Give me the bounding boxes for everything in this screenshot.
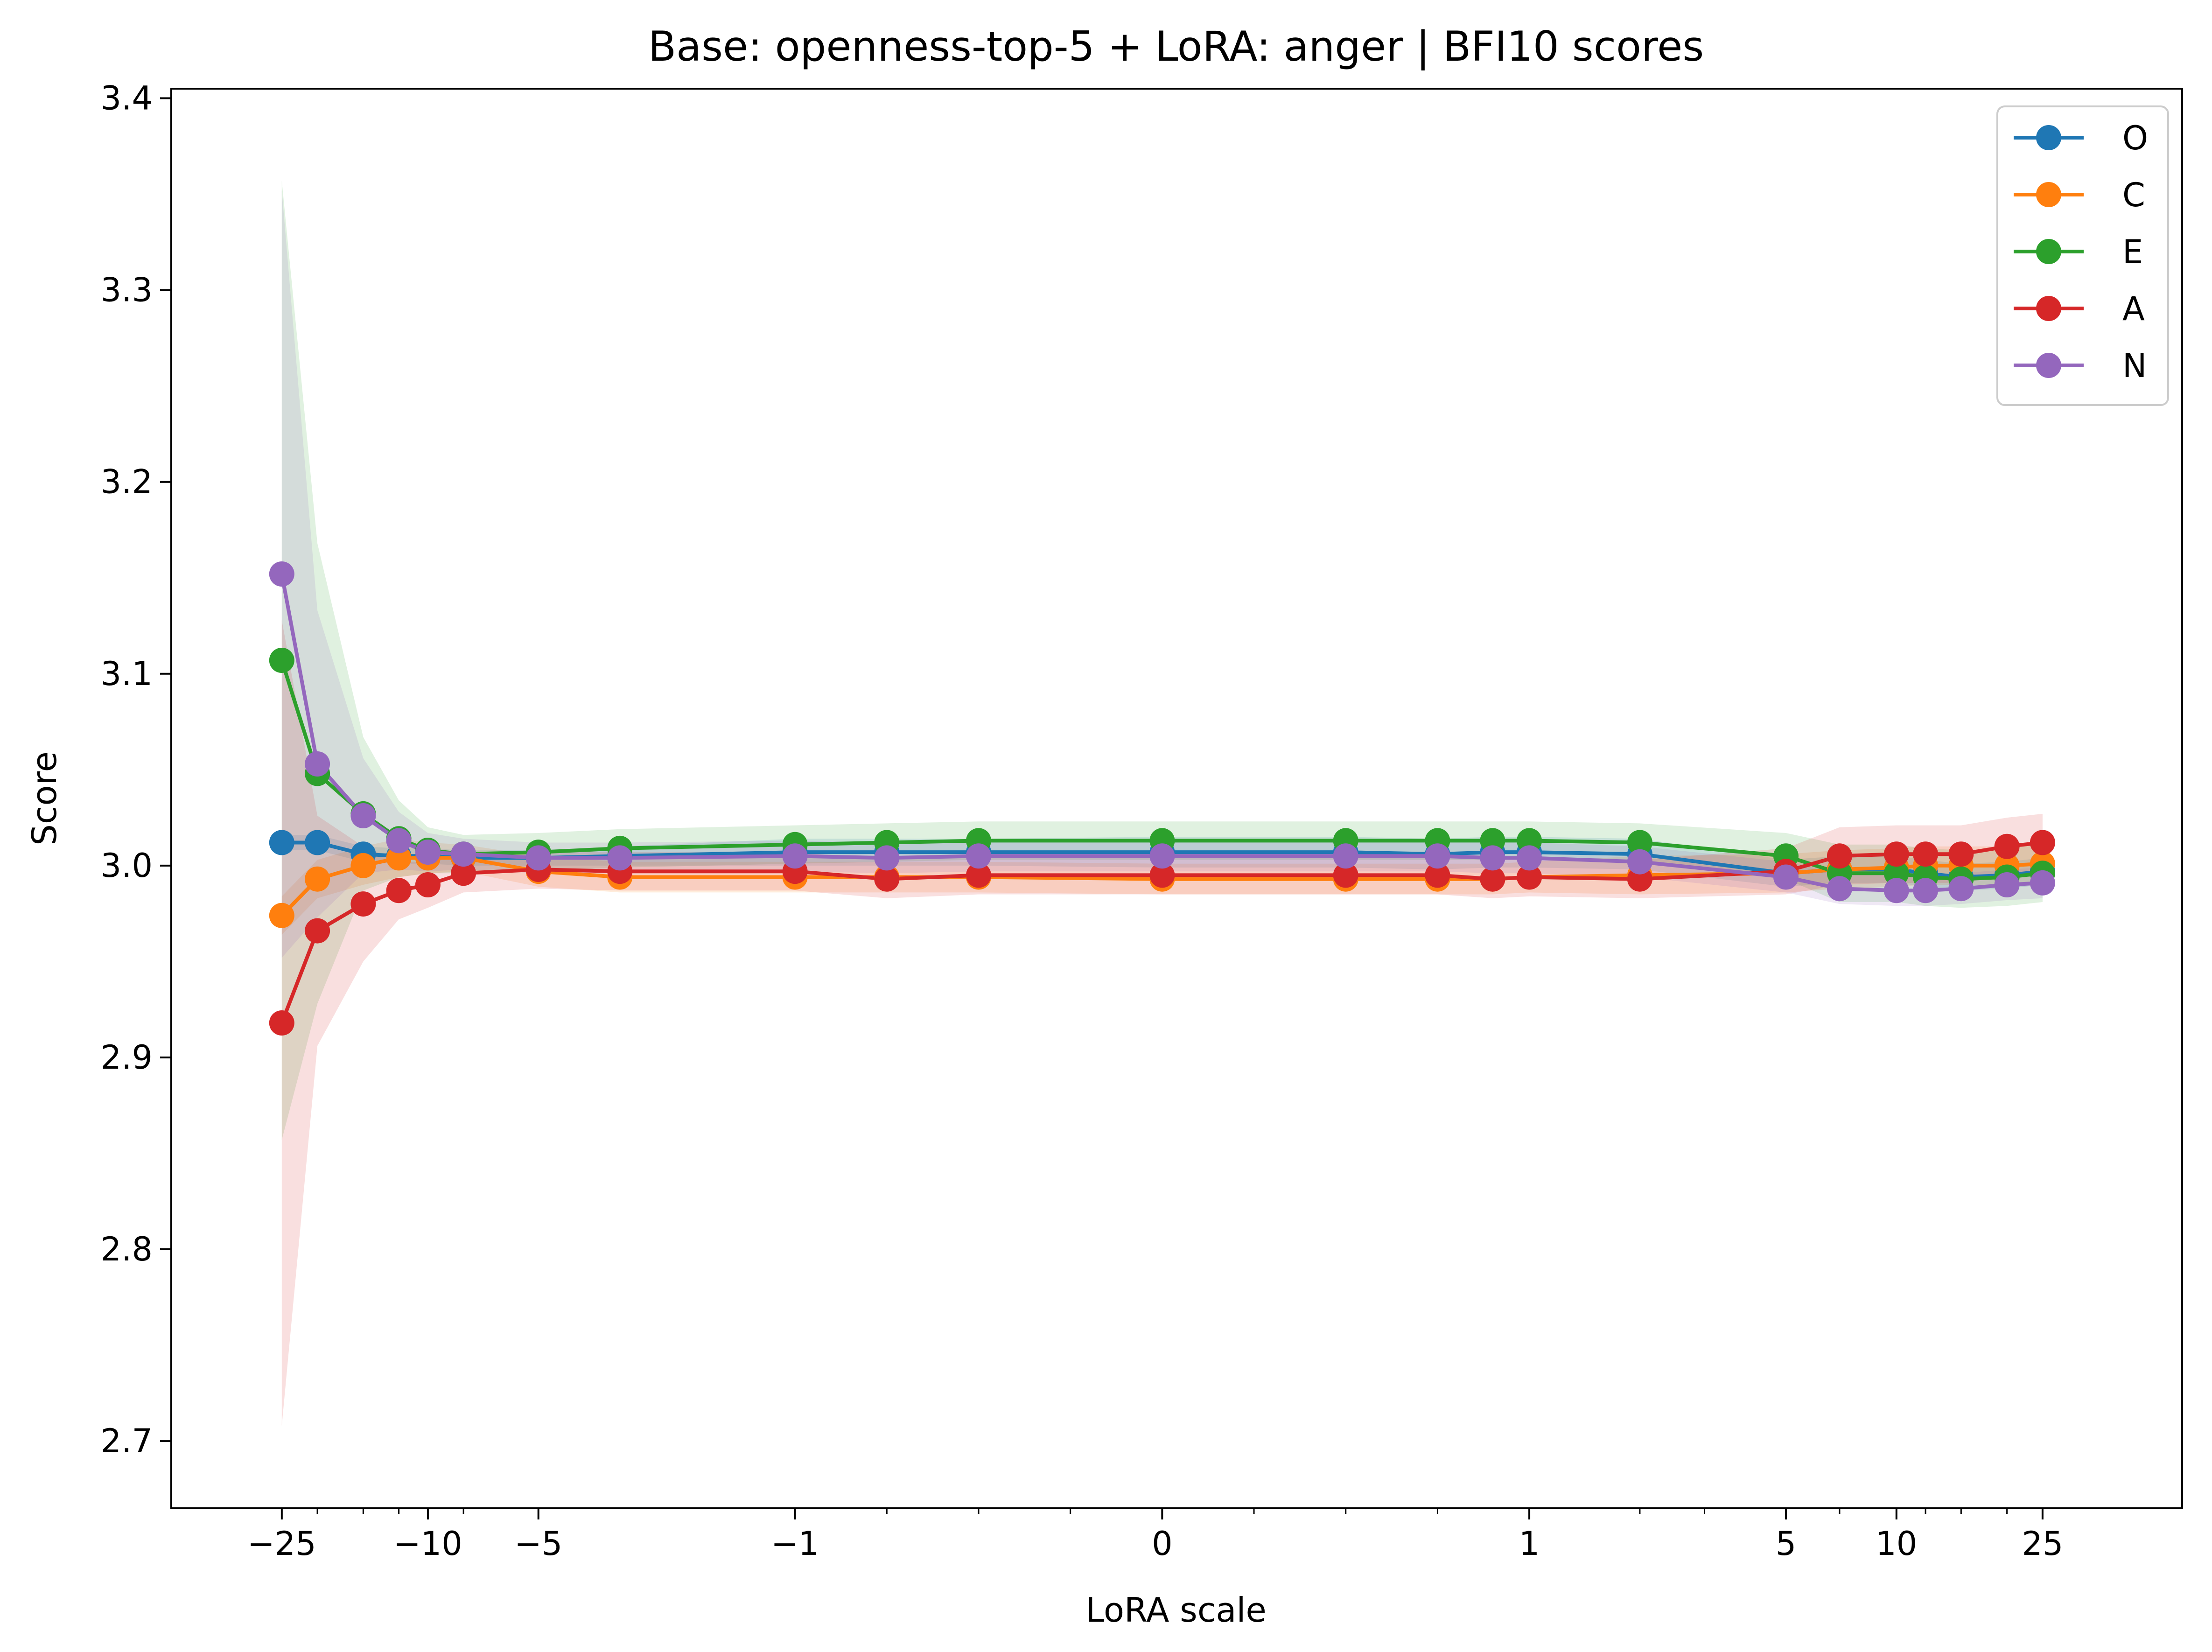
point-n bbox=[451, 841, 476, 867]
y-tick-label: 3.1 bbox=[101, 655, 153, 693]
point-o bbox=[305, 830, 330, 855]
point-a bbox=[966, 862, 991, 888]
point-e bbox=[1517, 828, 1542, 854]
point-a bbox=[1627, 866, 1652, 892]
point-n bbox=[2030, 870, 2055, 896]
legend-label-e: E bbox=[2122, 233, 2143, 271]
point-a bbox=[1883, 841, 1909, 867]
point-n bbox=[1827, 876, 1852, 902]
point-n bbox=[269, 561, 294, 587]
point-a bbox=[1994, 833, 2020, 859]
point-n bbox=[1517, 845, 1542, 871]
point-e bbox=[1627, 830, 1652, 855]
point-a bbox=[1517, 864, 1542, 890]
point-n bbox=[607, 845, 633, 871]
point-a bbox=[415, 872, 441, 897]
x-tick-label: 25 bbox=[2022, 1525, 2063, 1563]
y-tick-label: 2.8 bbox=[101, 1230, 153, 1268]
point-n bbox=[1149, 843, 1175, 869]
point-a bbox=[1913, 841, 1939, 867]
y-tick-label: 3.2 bbox=[101, 463, 153, 501]
point-a bbox=[1333, 862, 1358, 888]
point-o bbox=[269, 830, 294, 855]
band-a bbox=[281, 620, 2043, 1426]
x-tick-label: 1 bbox=[1519, 1525, 1540, 1563]
point-a bbox=[305, 918, 330, 944]
y-tick-label: 3.3 bbox=[101, 271, 153, 309]
legend-marker-e bbox=[2036, 239, 2061, 264]
point-n bbox=[966, 843, 991, 869]
point-n bbox=[1333, 843, 1358, 869]
point-n bbox=[782, 843, 808, 869]
point-a bbox=[269, 1010, 294, 1036]
point-a bbox=[350, 891, 376, 917]
point-a bbox=[874, 866, 900, 892]
series-lines bbox=[280, 574, 2043, 1024]
point-a bbox=[1425, 862, 1450, 888]
point-n bbox=[305, 751, 330, 777]
point-a bbox=[2030, 830, 2055, 855]
chart-title: Base: openness-top-5 + LoRA: anger | BFI… bbox=[648, 22, 1704, 71]
point-a bbox=[1948, 841, 1974, 867]
point-n bbox=[1994, 872, 2020, 897]
point-n bbox=[415, 840, 441, 865]
point-c bbox=[386, 845, 412, 871]
point-n bbox=[1480, 845, 1505, 871]
point-a bbox=[1149, 862, 1175, 888]
legend-marker-n bbox=[2036, 353, 2061, 378]
point-n bbox=[1627, 849, 1652, 875]
point-n bbox=[874, 845, 900, 871]
x-axis-label: LoRA scale bbox=[1085, 1590, 1267, 1630]
x-tick-label: −5 bbox=[514, 1525, 562, 1563]
legend-box bbox=[1996, 105, 2169, 406]
point-a bbox=[451, 861, 476, 886]
point-c bbox=[305, 866, 330, 892]
legend-marker-c bbox=[2036, 182, 2061, 207]
legend-marker-o bbox=[2036, 125, 2061, 150]
x-tick-label: −25 bbox=[247, 1525, 316, 1563]
point-n bbox=[1425, 843, 1450, 869]
y-tick-label: 2.7 bbox=[101, 1422, 153, 1460]
point-e bbox=[1480, 828, 1505, 854]
confidence-bands bbox=[281, 181, 2043, 1426]
x-tick-label: 0 bbox=[1152, 1525, 1173, 1563]
y-axis-label: Score bbox=[25, 751, 64, 846]
point-n bbox=[386, 828, 412, 854]
x-axis-ticks: −25 −10 −5 −1 0 1 5 10 25 bbox=[247, 1508, 2063, 1563]
y-tick-label: 3.4 bbox=[101, 79, 153, 118]
point-e bbox=[1883, 861, 1909, 886]
band-e bbox=[281, 181, 2043, 1140]
point-n bbox=[1948, 876, 1974, 902]
y-tick-label: 2.9 bbox=[101, 1038, 153, 1077]
point-n bbox=[350, 803, 376, 828]
x-tick-label: 10 bbox=[1876, 1525, 1917, 1563]
x-tick-label: 5 bbox=[1776, 1525, 1797, 1563]
point-n bbox=[525, 845, 551, 871]
legend-label-n: N bbox=[2122, 347, 2147, 385]
legend-marker-a bbox=[2036, 296, 2061, 321]
plot-frame bbox=[170, 88, 2183, 1509]
point-c bbox=[350, 853, 376, 878]
x-tick-label: −1 bbox=[771, 1525, 819, 1563]
point-a bbox=[1827, 843, 1852, 869]
series-markers bbox=[269, 561, 2055, 1036]
band-n bbox=[281, 190, 2043, 958]
point-a bbox=[1480, 866, 1505, 892]
point-c bbox=[269, 903, 294, 928]
point-e bbox=[269, 648, 294, 673]
y-axis-ticks: 2.7 2.8 2.9 3.0 3.1 3.2 3.3 3.4 bbox=[101, 79, 171, 1460]
point-a bbox=[386, 878, 412, 903]
legend-label-a: A bbox=[2122, 290, 2145, 328]
y-tick-label: 3.0 bbox=[101, 847, 153, 885]
x-tick-label: −10 bbox=[393, 1525, 462, 1563]
point-n bbox=[1883, 878, 1909, 903]
legend-label-o: O bbox=[2122, 119, 2148, 157]
legend-label-c: C bbox=[2122, 176, 2145, 214]
point-n bbox=[1773, 864, 1799, 890]
point-n bbox=[1913, 878, 1939, 903]
